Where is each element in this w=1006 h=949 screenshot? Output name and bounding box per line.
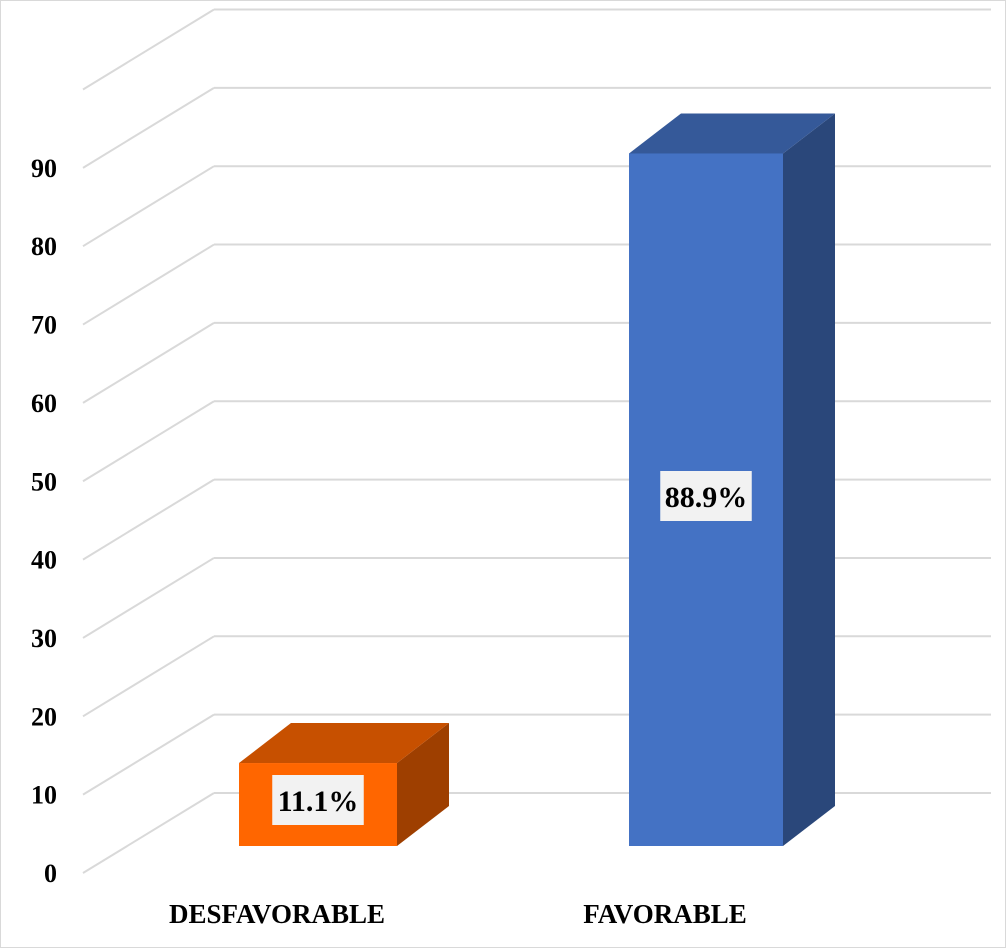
data-label: 11.1% bbox=[272, 775, 364, 825]
category-labels: DESFAVORABLE FAVORABLE bbox=[169, 899, 747, 929]
y-tick-label: 60 bbox=[31, 389, 57, 418]
gridline-side bbox=[82, 478, 215, 561]
y-tick-label: 40 bbox=[31, 546, 57, 575]
gridline-side bbox=[82, 243, 215, 326]
y-axis-ticks: 0 10 20 30 40 50 60 70 80 90 bbox=[31, 154, 57, 888]
y-tick-label: 90 bbox=[31, 154, 57, 183]
bars bbox=[239, 113, 835, 846]
bar-side-face bbox=[397, 723, 449, 846]
gridline-side bbox=[82, 792, 215, 874]
gridline-side bbox=[82, 557, 215, 639]
y-tick-label: 10 bbox=[31, 781, 57, 810]
gridline-side bbox=[82, 165, 215, 248]
bar-desfavorable bbox=[239, 723, 449, 846]
y-tick-label: 50 bbox=[31, 467, 57, 496]
y-tick-label: 30 bbox=[31, 624, 57, 653]
data-label-box bbox=[272, 775, 364, 825]
data-labels: 11.1% 88.9% bbox=[272, 471, 752, 825]
bar-side-face bbox=[783, 113, 835, 846]
bar-top-face bbox=[239, 723, 449, 764]
data-label-value: 11.1% bbox=[278, 785, 359, 818]
y-tick-label: 70 bbox=[31, 311, 57, 340]
bar-favorable bbox=[629, 113, 835, 846]
y-tick-label: 20 bbox=[31, 702, 57, 731]
gridline-side bbox=[82, 635, 215, 718]
gridline-side bbox=[82, 86, 215, 169]
y-tick-label: 80 bbox=[31, 232, 57, 261]
data-label-value: 88.9% bbox=[665, 481, 748, 514]
data-label: 88.9% bbox=[660, 471, 752, 521]
gridline-side bbox=[82, 400, 215, 483]
category-label: FAVORABLE bbox=[583, 899, 747, 929]
gridlines bbox=[82, 8, 991, 874]
gridline-side bbox=[82, 322, 215, 404]
data-label-box bbox=[660, 471, 752, 521]
category-label: DESFAVORABLE bbox=[169, 899, 385, 929]
gridline-side bbox=[82, 713, 215, 796]
gridline-side bbox=[82, 8, 215, 91]
y-tick-label: 0 bbox=[44, 859, 57, 888]
bar-top-face bbox=[629, 113, 835, 154]
